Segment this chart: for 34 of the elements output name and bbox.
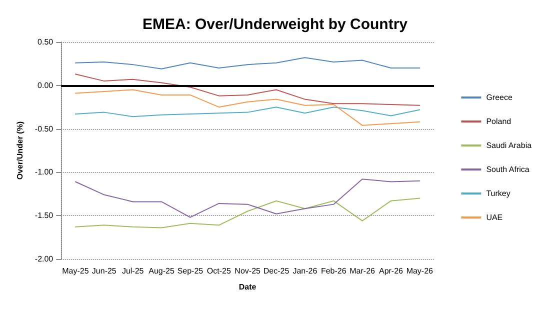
x-tick-label: Jun-25 [92,266,117,276]
legend-label: Poland [486,117,512,126]
line-series [74,89,420,126]
y-tick-label: -0.50 [34,124,54,134]
x-tick-label: Jul-25 [122,266,144,276]
line-series [74,198,420,228]
x-tick-label: Dec-25 [263,266,290,276]
y-tick-label: -1.50 [34,211,54,220]
line-series [74,74,420,106]
x-tick-label: Jan-26 [292,266,318,276]
x-tick-label: May-25 [62,266,90,276]
line-series [74,106,420,118]
y-tick-label: 0.50 [38,38,54,46]
y-tick-label: 0.00 [38,80,54,90]
legend-label: UAE [486,213,503,222]
x-tick-label: Feb-26 [320,266,347,276]
y-tick-label: -2.00 [34,254,54,264]
x-tick-label: Aug-25 [148,266,175,276]
line-series [74,57,420,70]
x-axis-title: Date [238,282,257,292]
x-tick-label: May-26 [406,266,434,276]
x-tick-label: Nov-25 [234,266,262,276]
chart-title: EMEA: Over/Underweight by Country [142,16,408,33]
y-axis-title: Over/Under (%) [16,121,24,180]
legend-label: Greece [486,93,513,102]
legend-label: Turkey [486,189,510,198]
y-tick-label: -1.00 [34,168,54,177]
legend-label: Saudi Arabia [486,141,532,150]
x-tick-label: Sep-25 [177,266,204,276]
x-tick-label: Mar-26 [350,266,376,276]
x-tick-label: Oct-25 [206,266,232,276]
x-tick-label: Apr-26 [378,266,404,276]
legend-label: South Africa [486,165,530,174]
line-series [74,178,420,218]
